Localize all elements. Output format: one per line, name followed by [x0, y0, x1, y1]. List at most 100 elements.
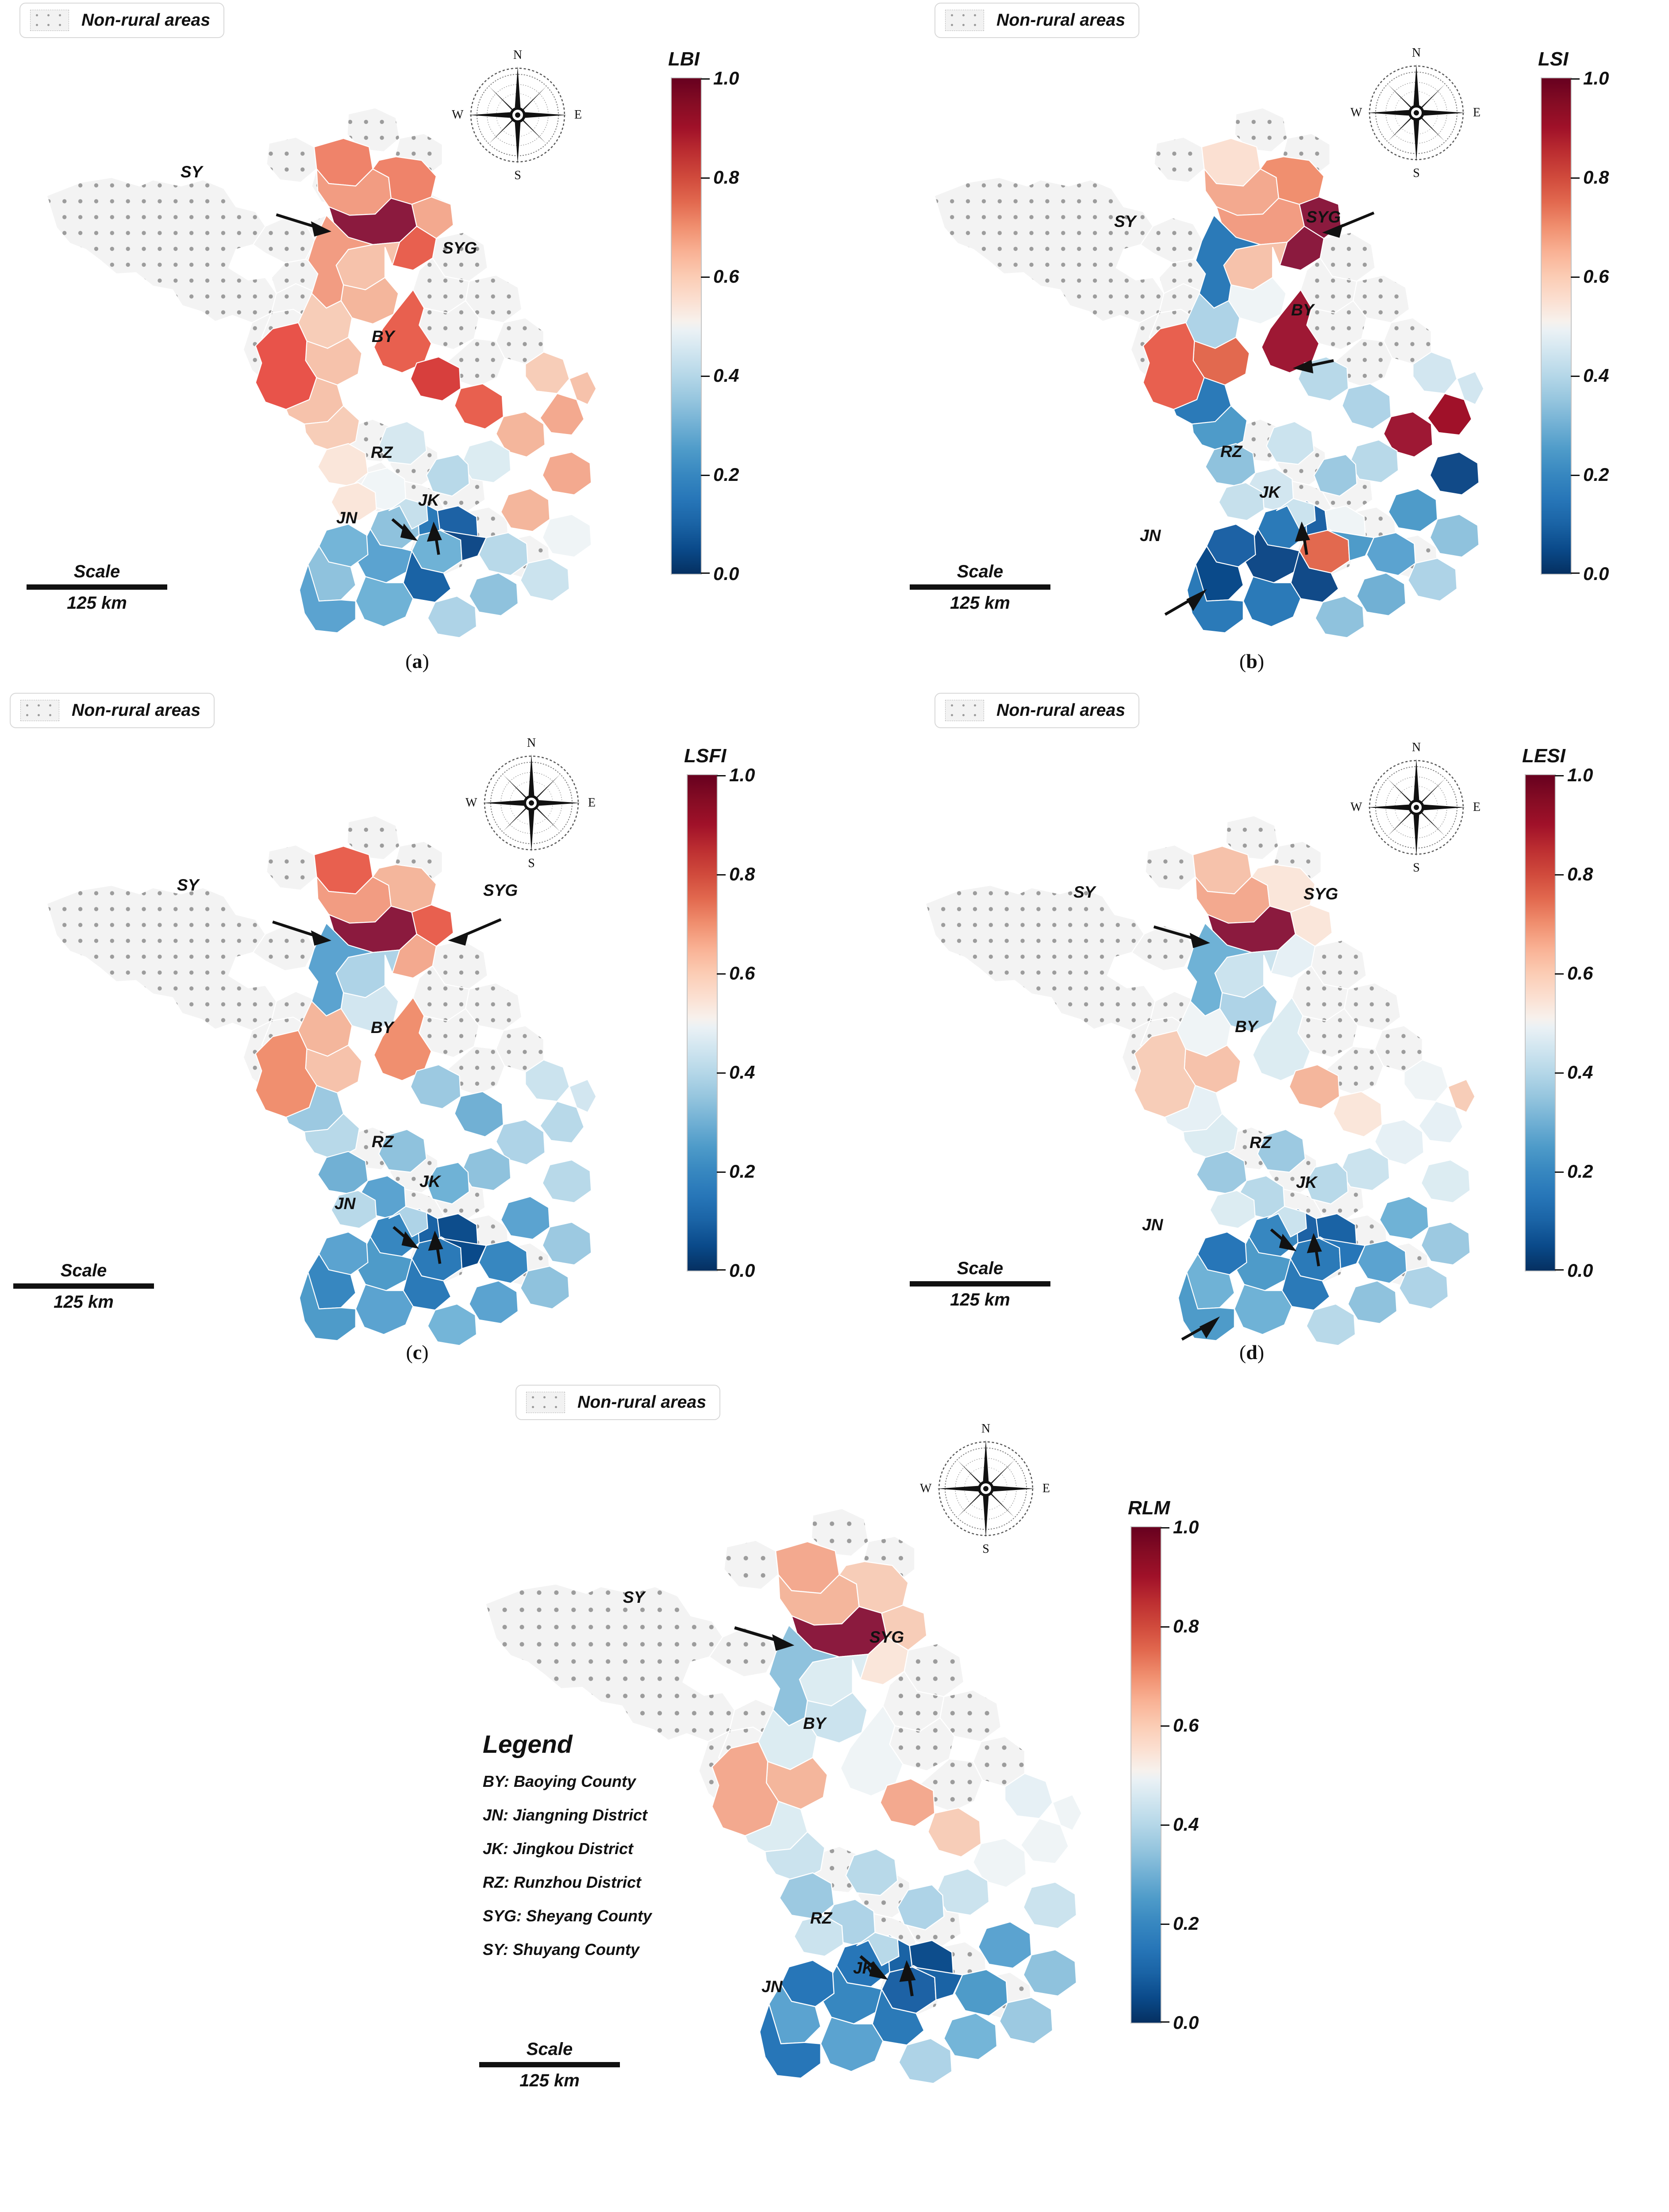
choropleth-map-e [444, 1463, 1108, 2083]
compass-north-label: N [1411, 46, 1421, 60]
legend-block: Legend BY: Baoying County JN: Jiangning … [483, 1730, 652, 1974]
cb-tick-4: 0.4 [729, 1062, 755, 1083]
legend-item-by: BY: Baoying County [483, 1772, 636, 1790]
panel-e: Non-rural areas N S W [417, 1380, 1252, 2212]
cb-tick-3: 0.6 [1173, 1715, 1199, 1736]
cb-tick-4: 0.4 [713, 365, 739, 386]
compass-rose-b: N S W E [1350, 46, 1481, 180]
cb-tick-2: 0.8 [713, 167, 739, 188]
map-label-sy-c: SY [177, 876, 199, 894]
colorbar-a: LBI 1.0 0.8 0.6 0.4 0.2 0.0 [668, 48, 739, 584]
colorbar-title-lbi: LBI [668, 48, 700, 70]
non-rural-legend-label: Non-rural areas [72, 701, 201, 720]
map-label-jn-d: JN [1142, 1216, 1163, 1234]
compass-south-label: S [1413, 861, 1420, 875]
compass-west-label: W [452, 108, 464, 122]
map-label-syg-b: SYG [1306, 208, 1341, 226]
non-rural-legend-b: Non-rural areas [934, 3, 1140, 38]
non-rural-swatch-icon [945, 10, 984, 31]
legend-item-jk: JK: Jingkou District [483, 1839, 634, 1858]
colorbar-title-rlm: RLM [1128, 1497, 1170, 1519]
map-label-jk-e: JK [853, 1959, 874, 1977]
scale-bar-c: Scale 125 km [13, 1261, 154, 1312]
scale-line [27, 584, 167, 590]
map-label-syg-e: SYG [869, 1628, 904, 1646]
scale-distance: 125 km [950, 1290, 1010, 1310]
panel-caption-d: (d) [1239, 1341, 1265, 1363]
cb-tick-5: 0.2 [729, 1161, 755, 1182]
non-rural-legend-a: Non-rural areas [19, 3, 225, 38]
cb-tick-2: 0.8 [729, 864, 755, 884]
colorbar-gradient: 1.0 0.8 0.6 0.4 0.2 0.0 [1541, 68, 1609, 584]
compass-south-label: S [528, 856, 535, 870]
legend-item-sy: SY: Shuyang County [483, 1940, 640, 1959]
cb-tick-6: 0.0 [1583, 563, 1609, 584]
scale-line [479, 2062, 620, 2067]
compass-rose-d: N S W E [1350, 741, 1481, 875]
compass-east-label: E [574, 108, 582, 122]
cb-tick-6: 0.0 [729, 1260, 755, 1281]
non-rural-swatch-icon [945, 700, 984, 721]
map-label-by-c: BY [371, 1018, 394, 1037]
map-label-rz-c: RZ [372, 1133, 394, 1151]
cb-tick-4: 0.4 [1567, 1062, 1593, 1083]
compass-north-label: N [981, 1422, 991, 1436]
map-label-sy-e: SY [623, 1588, 645, 1606]
colorbar-gradient: 1.0 0.8 0.6 0.4 0.2 0.0 [687, 764, 755, 1281]
colorbar-gradient: 1.0 0.8 0.6 0.4 0.2 0.0 [671, 68, 739, 584]
compass-north-label: N [513, 48, 523, 62]
map-label-sy-b: SY [1114, 212, 1136, 230]
cb-tick-1: 1.0 [1567, 764, 1593, 785]
legend-item-syg: SYG: Sheyang County [483, 1907, 652, 1925]
choropleth-map-b [896, 66, 1507, 637]
scale-bar-d: Scale 125 km [910, 1259, 1050, 1310]
non-rural-legend-label: Non-rural areas [996, 701, 1126, 720]
compass-rose-a: N S W E [452, 48, 582, 182]
colorbar-e: RLM 1.0 0.8 0.6 0.4 0.2 0.0 [1128, 1497, 1199, 2033]
scale-distance: 125 km [950, 593, 1010, 613]
legend-item-rz: RZ: Runzhou District [483, 1873, 641, 1891]
map-label-jk-b: JK [1259, 483, 1281, 501]
map-label-jk-a: JK [418, 491, 439, 509]
map-label-rz-b: RZ [1220, 442, 1242, 461]
colorbar-b: LSI 1.0 0.8 0.6 0.4 0.2 0.0 [1538, 48, 1609, 584]
choropleth-map-c [9, 774, 619, 1345]
cb-tick-1: 1.0 [1583, 68, 1609, 88]
cb-tick-2: 0.8 [1173, 1616, 1199, 1636]
cb-tick-1: 1.0 [1173, 1517, 1199, 1537]
cb-tick-5: 0.2 [1173, 1913, 1199, 1934]
scale-title: Scale [957, 1259, 1004, 1278]
non-rural-swatch-icon [526, 1392, 565, 1413]
cb-tick-6: 0.0 [1567, 1260, 1593, 1281]
map-label-sy-a: SY [181, 163, 203, 181]
cb-tick-6: 0.0 [1173, 2012, 1199, 2033]
panel-caption-c: (c) [406, 1341, 429, 1363]
cb-tick-6: 0.0 [713, 563, 739, 584]
colorbar-c: LSFI 1.0 0.8 0.6 0.4 0.2 0.0 [684, 745, 755, 1281]
colorbar-title-lesi: LESI [1522, 745, 1565, 767]
panel-a: Non-rural areas N S W [0, 0, 834, 690]
scale-distance: 125 km [67, 593, 127, 613]
compass-north-label: N [527, 736, 536, 750]
scale-bar-a: Scale 125 km [27, 562, 167, 613]
compass-east-label: E [1042, 1482, 1050, 1495]
scale-line [910, 584, 1050, 590]
choropleth-map-a [9, 66, 619, 637]
colorbar-title-lsi: LSI [1538, 48, 1569, 70]
legend-item-jn: JN: Jiangning District [483, 1806, 648, 1824]
compass-west-label: W [1350, 106, 1362, 119]
map-label-by-a: BY [372, 327, 395, 346]
compass-west-label: W [920, 1482, 932, 1495]
non-rural-legend-e: Non-rural areas [515, 1385, 721, 1420]
map-label-rz-e: RZ [810, 1909, 832, 1927]
compass-north-label: N [1411, 741, 1421, 754]
cb-tick-3: 0.6 [1567, 963, 1593, 983]
cb-tick-3: 0.6 [729, 963, 755, 983]
map-label-by-b: BY [1291, 301, 1314, 319]
scale-line [910, 1281, 1050, 1286]
compass-south-label: S [1413, 166, 1420, 180]
cb-tick-1: 1.0 [713, 68, 739, 88]
map-label-syg-c: SYG [483, 881, 518, 899]
compass-east-label: E [1473, 800, 1481, 814]
